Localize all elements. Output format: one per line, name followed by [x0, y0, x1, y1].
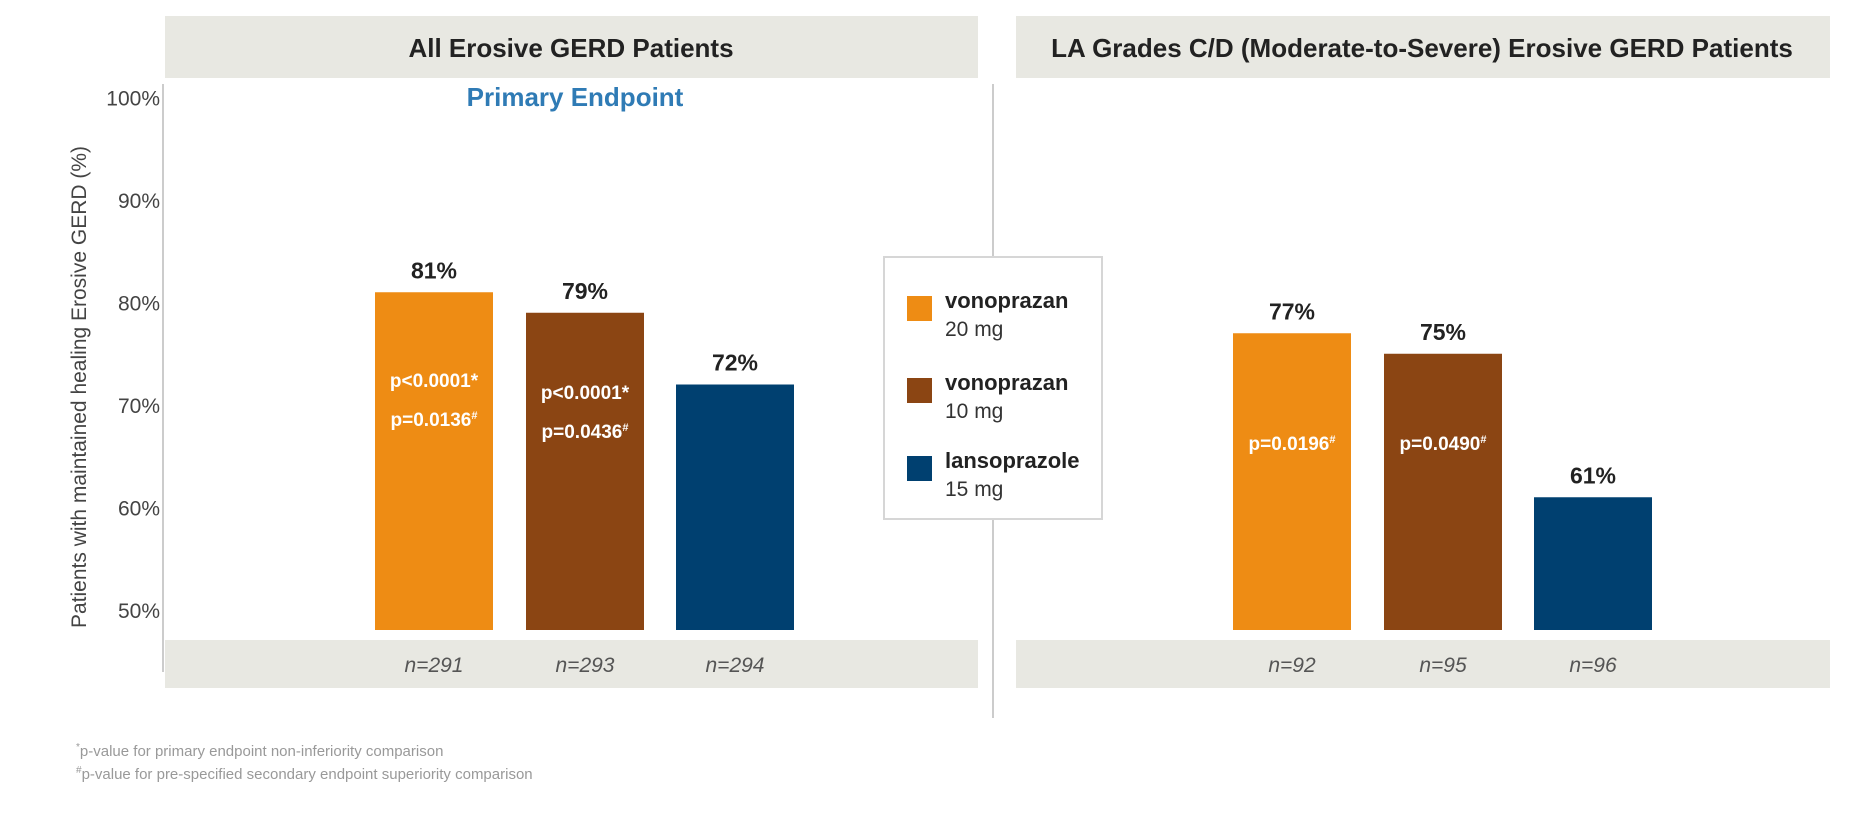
panel-header-bg [1016, 16, 1830, 78]
bar-value-label: 72% [712, 350, 758, 376]
bar-value-label: 61% [1570, 462, 1616, 488]
n-label: n=294 [706, 654, 765, 677]
y-tick-label: 50% [118, 600, 160, 623]
legend: vonoprazan 20 mg vonoprazan 10 mg lansop… [883, 256, 1103, 520]
bar-value-label: 79% [562, 278, 608, 304]
legend-name: vonoprazan [945, 370, 1069, 395]
n-label: n=92 [1268, 654, 1316, 677]
p-value-label: p=0.0436# [542, 422, 629, 443]
bar [1384, 353, 1502, 630]
p-value-label: p<0.0001* [541, 383, 630, 404]
y-tick-label: 60% [118, 498, 160, 521]
n-label: n=291 [405, 654, 464, 677]
y-axis-title: Patients with maintained healing Erosive… [68, 146, 91, 628]
footnote-text: p-value for primary endpoint non-inferio… [79, 743, 444, 760]
bar [1233, 333, 1351, 630]
bar-value-label: 77% [1269, 298, 1315, 324]
n-label: n=95 [1419, 654, 1467, 677]
y-tick-label: 70% [118, 395, 160, 418]
legend-swatch [907, 296, 932, 321]
y-tick-label: 100% [106, 88, 160, 111]
bar-value-label: 81% [411, 257, 457, 283]
footnotes: *p-value for primary endpoint non-inferi… [76, 738, 533, 784]
panel-title-right: LA Grades C/D (Moderate-to-Severe) Erosi… [1051, 33, 1793, 63]
p-value-label: p=0.0196# [1249, 434, 1336, 455]
bar [375, 292, 493, 630]
legend-dose: 15 mg [945, 478, 1004, 501]
legend-name: vonoprazan [945, 288, 1069, 313]
footnote-mark: * [76, 742, 80, 753]
bar [676, 384, 794, 630]
panel-title-left: All Erosive GERD Patients [408, 33, 733, 63]
legend-name: lansoprazole [945, 448, 1080, 473]
bar-value-label: 75% [1420, 319, 1466, 345]
panel-header-bg [165, 16, 978, 78]
y-tick-label: 90% [118, 190, 160, 213]
bar [1534, 497, 1652, 630]
legend-dose: 20 mg [945, 318, 1004, 341]
primary-endpoint-label: Primary Endpoint [467, 82, 684, 112]
p-value-label: p=0.0136# [391, 410, 478, 431]
footnote: *p-value for primary endpoint non-inferi… [76, 738, 533, 761]
p-value-label: p=0.0490# [1400, 434, 1487, 455]
n-band [1016, 640, 1830, 688]
n-band [165, 640, 978, 688]
n-label: n=96 [1569, 654, 1617, 677]
legend-dose: 10 mg [945, 400, 1004, 423]
y-tick-label: 80% [118, 293, 160, 316]
footnote-text: p-value for pre-specified secondary endp… [81, 766, 533, 783]
footnote: #p-value for pre-specified secondary end… [76, 761, 533, 784]
legend-swatch [907, 456, 932, 481]
n-label: n=293 [556, 654, 615, 677]
bar [526, 312, 644, 630]
footnote-mark: # [76, 765, 82, 776]
legend-swatch [907, 378, 932, 403]
p-value-label: p<0.0001* [390, 371, 479, 392]
